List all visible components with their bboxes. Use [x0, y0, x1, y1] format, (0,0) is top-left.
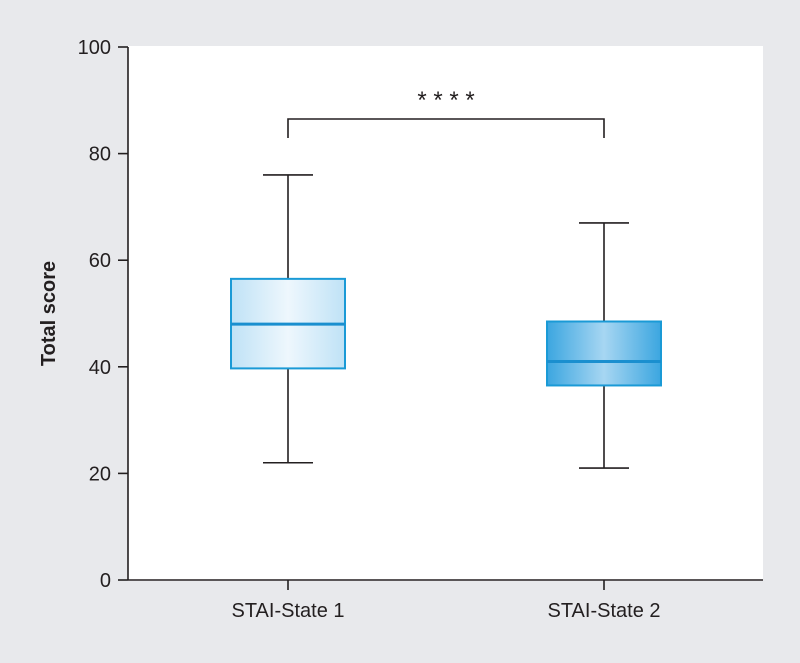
- plot-area: [128, 46, 763, 581]
- y-tick-label: 80: [89, 144, 111, 166]
- significance-bracket: * * * *: [287, 87, 605, 138]
- y-axis-label: Total score: [38, 261, 60, 366]
- boxes: STAI-State 1 STAI-State 2: [230, 174, 662, 622]
- axes: [127, 47, 763, 581]
- iqr-box: [546, 320, 662, 387]
- significance-label: * * * *: [417, 87, 474, 114]
- y-tick-label: 100: [78, 37, 111, 59]
- x-tick-label: STAI-State 2: [547, 600, 660, 622]
- box-1: STAI-State 1: [230, 174, 346, 622]
- box-2: STAI-State 2: [546, 222, 662, 622]
- y-tick-label: 20: [89, 463, 111, 485]
- y-tick-label: 60: [89, 250, 111, 272]
- y-tick-label: 40: [89, 357, 111, 379]
- x-tick-label: STAI-State 1: [231, 600, 344, 622]
- y-ticks: 0 20 40 60 80 100: [78, 37, 128, 592]
- y-tick-label: 0: [100, 570, 111, 592]
- bracket-line: [287, 118, 605, 138]
